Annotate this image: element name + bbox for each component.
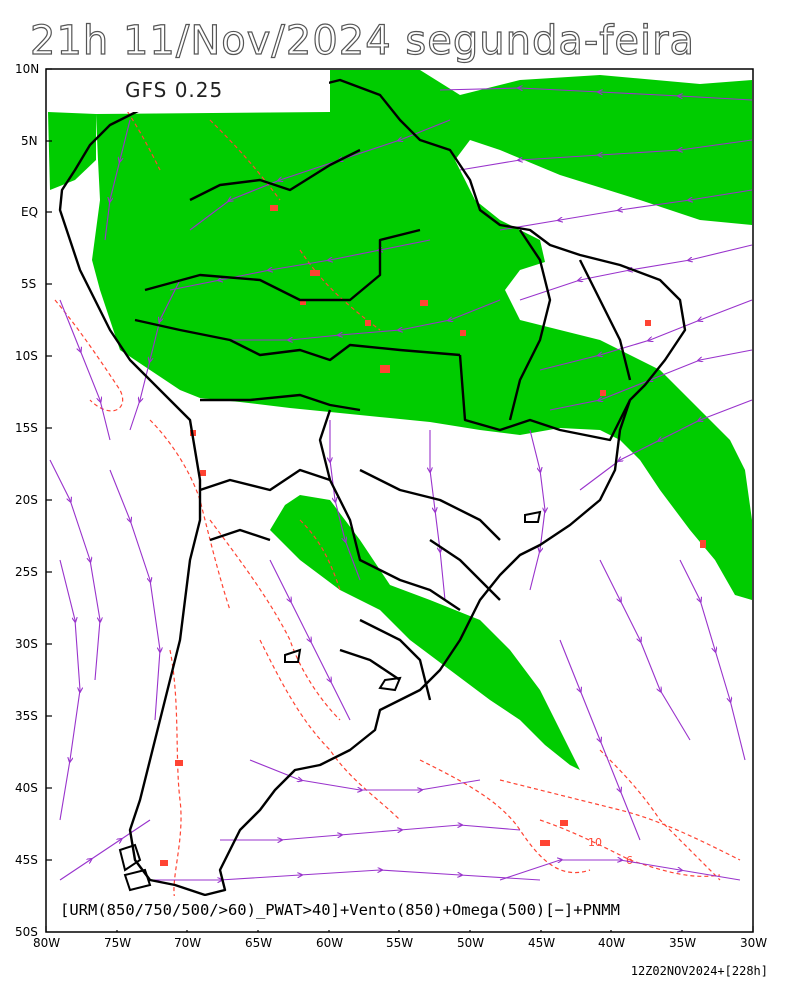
lon-label: 30W xyxy=(740,936,768,950)
lat-label: 10S xyxy=(15,349,38,363)
lon-label: 35W xyxy=(669,936,697,950)
model-label-box: GFS 0.25 xyxy=(47,70,329,112)
south-america-coastline xyxy=(58,78,687,897)
lon-label: 60W xyxy=(316,936,344,950)
border-line xyxy=(578,259,632,381)
legend-text: [URM(850/750/500/>60)_PWAT>40]+Vento(850… xyxy=(60,901,620,919)
legend-box: [URM(850/750/500/>60)_PWAT>40]+Vento(850… xyxy=(50,896,752,930)
border-line xyxy=(339,648,401,681)
lat-label: 40S xyxy=(15,781,38,795)
lat-label: EQ xyxy=(21,205,39,219)
lon-label: 80W xyxy=(33,936,61,950)
border-line xyxy=(359,618,432,701)
border-line xyxy=(199,468,331,492)
contour-label: 6 xyxy=(626,854,633,867)
border-line xyxy=(458,354,632,442)
border-line xyxy=(318,409,461,611)
lat-label: 15S xyxy=(15,421,38,435)
lat-label: 50S xyxy=(15,925,38,939)
lon-label: 50W xyxy=(457,936,485,950)
lat-label: 10N xyxy=(15,62,40,76)
islands xyxy=(118,510,542,892)
humidity-field xyxy=(48,70,752,770)
border-line xyxy=(209,528,271,542)
map-title: 21h 11/Nov/2024 segunda-feira xyxy=(29,17,696,64)
border-line xyxy=(200,393,361,412)
border-line xyxy=(429,539,501,601)
contour-label: 10 xyxy=(588,836,602,849)
lon-label: 45W xyxy=(528,936,556,950)
lon-label: 55W xyxy=(386,936,414,950)
lon-label: 40W xyxy=(598,936,626,950)
omega-contour-labels: 10 6 xyxy=(588,836,633,867)
lat-label: 5S xyxy=(21,277,37,291)
lon-label: 70W xyxy=(174,936,202,950)
humidity-area-amazon xyxy=(92,70,752,600)
omega-contours xyxy=(54,99,741,901)
border-line xyxy=(189,148,361,202)
border-line xyxy=(144,228,421,302)
humidity-area-northwest xyxy=(48,112,96,190)
border-line xyxy=(134,318,461,362)
lat-label: 25S xyxy=(15,565,38,579)
lat-label: 35S xyxy=(15,709,38,723)
lat-label: 45S xyxy=(15,853,38,867)
coastline-borders xyxy=(58,78,687,897)
lon-label: 75W xyxy=(104,936,132,950)
run-info: 12Z02NOV2024+[228h] xyxy=(630,964,768,978)
lat-label: 5N xyxy=(21,134,38,148)
lat-label: 30S xyxy=(15,637,38,651)
border-line xyxy=(508,229,552,421)
border-line xyxy=(359,468,501,541)
lon-label: 65W xyxy=(245,936,273,950)
model-label: GFS 0.25 xyxy=(125,78,224,102)
lat-label: 20S xyxy=(15,493,38,507)
humidity-band-south xyxy=(270,495,580,770)
